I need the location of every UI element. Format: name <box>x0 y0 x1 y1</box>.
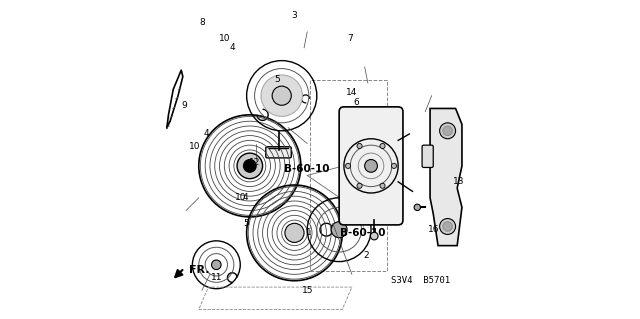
Text: 3: 3 <box>292 11 298 20</box>
Text: 4: 4 <box>204 130 209 138</box>
Text: 6: 6 <box>354 98 360 107</box>
Text: B-60-10: B-60-10 <box>340 228 386 238</box>
Circle shape <box>237 153 262 179</box>
Circle shape <box>212 260 221 270</box>
FancyBboxPatch shape <box>422 145 433 167</box>
Circle shape <box>272 86 291 105</box>
Text: 5: 5 <box>243 219 249 228</box>
Circle shape <box>440 219 456 234</box>
Polygon shape <box>430 108 462 246</box>
Circle shape <box>346 163 351 168</box>
Text: 16: 16 <box>428 225 439 234</box>
Circle shape <box>380 183 385 188</box>
Text: 10: 10 <box>234 193 246 202</box>
Text: 8: 8 <box>199 18 205 27</box>
Circle shape <box>285 223 304 242</box>
Text: 1: 1 <box>306 228 312 237</box>
Circle shape <box>392 163 397 168</box>
Circle shape <box>261 75 303 116</box>
Text: 7: 7 <box>348 34 353 43</box>
Text: 10: 10 <box>218 34 230 43</box>
Text: 12: 12 <box>249 158 260 167</box>
Text: 4: 4 <box>242 193 248 202</box>
Circle shape <box>380 144 385 149</box>
Text: FR.: FR. <box>189 264 210 275</box>
Text: 15: 15 <box>301 286 313 295</box>
Circle shape <box>371 232 378 240</box>
Text: 10: 10 <box>189 142 201 151</box>
Text: 11: 11 <box>211 273 222 282</box>
FancyBboxPatch shape <box>266 147 291 158</box>
Text: 4: 4 <box>230 43 235 52</box>
Circle shape <box>414 204 420 211</box>
Circle shape <box>357 183 362 188</box>
Text: 2: 2 <box>364 251 369 260</box>
Circle shape <box>365 160 378 172</box>
Text: 13: 13 <box>453 177 465 186</box>
Circle shape <box>243 160 256 172</box>
Circle shape <box>357 144 362 149</box>
Text: 9: 9 <box>182 101 188 110</box>
Circle shape <box>440 123 456 139</box>
Text: S3V4  B5701: S3V4 B5701 <box>391 276 450 285</box>
Text: 5: 5 <box>274 75 280 84</box>
Text: B-60-10: B-60-10 <box>285 164 330 174</box>
Circle shape <box>331 222 347 238</box>
Text: 14: 14 <box>346 88 358 97</box>
Circle shape <box>443 126 452 136</box>
FancyBboxPatch shape <box>339 107 403 225</box>
Circle shape <box>443 222 452 231</box>
